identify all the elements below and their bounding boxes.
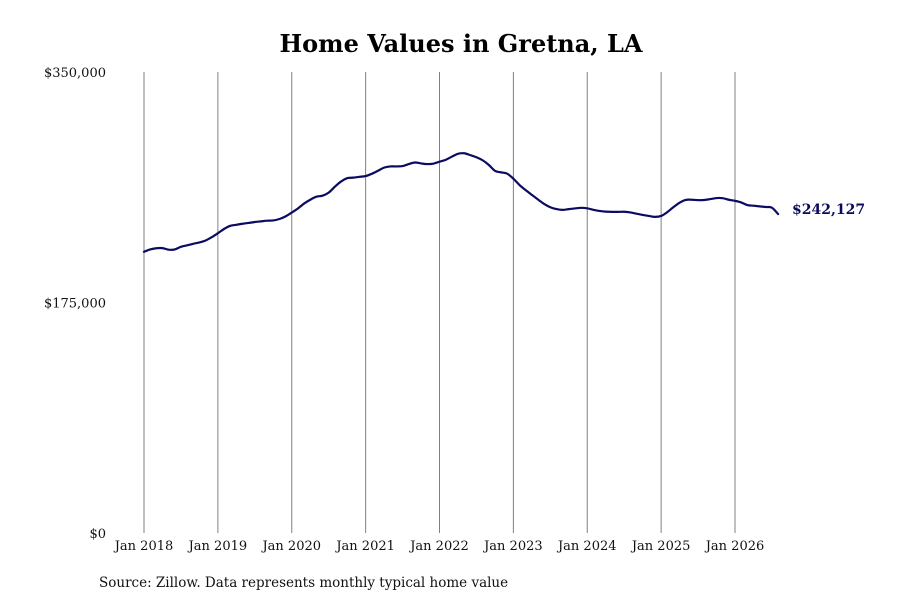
x-tick-label: Jan 2019 bbox=[187, 539, 248, 554]
grid-layer bbox=[143, 72, 736, 533]
y-axis-ticks: $0 $175,000 $350,000 bbox=[44, 66, 106, 542]
chart-title: Home Values in Gretna, LA bbox=[280, 29, 643, 58]
y-tick-label: $0 bbox=[89, 527, 106, 542]
x-tick-label: Jan 2024 bbox=[556, 539, 617, 554]
x-tick-label: Jan 2021 bbox=[334, 539, 395, 554]
y-tick-label: $175,000 bbox=[44, 297, 106, 312]
x-axis-ticks: Jan 2018 Jan 2019 Jan 2020 Jan 2021 Jan 2022… bbox=[113, 539, 765, 554]
x-tick-label: Jan 2025 bbox=[630, 539, 691, 554]
x-tick-label: Jan 2020 bbox=[260, 539, 321, 554]
y-tick-label: $350,000 bbox=[44, 66, 106, 81]
series-layer bbox=[142, 152, 780, 253]
source-note: Source: Zillow. Data represents monthly … bbox=[99, 575, 508, 591]
x-tick-label: Jan 2026 bbox=[704, 539, 765, 554]
x-tick-label: Jan 2022 bbox=[408, 539, 469, 554]
x-tick-label: Jan 2023 bbox=[482, 539, 543, 554]
x-tick-label: Jan 2018 bbox=[113, 539, 174, 554]
end-value-label: $242,127 bbox=[792, 202, 865, 218]
home-value-line bbox=[142, 152, 780, 253]
